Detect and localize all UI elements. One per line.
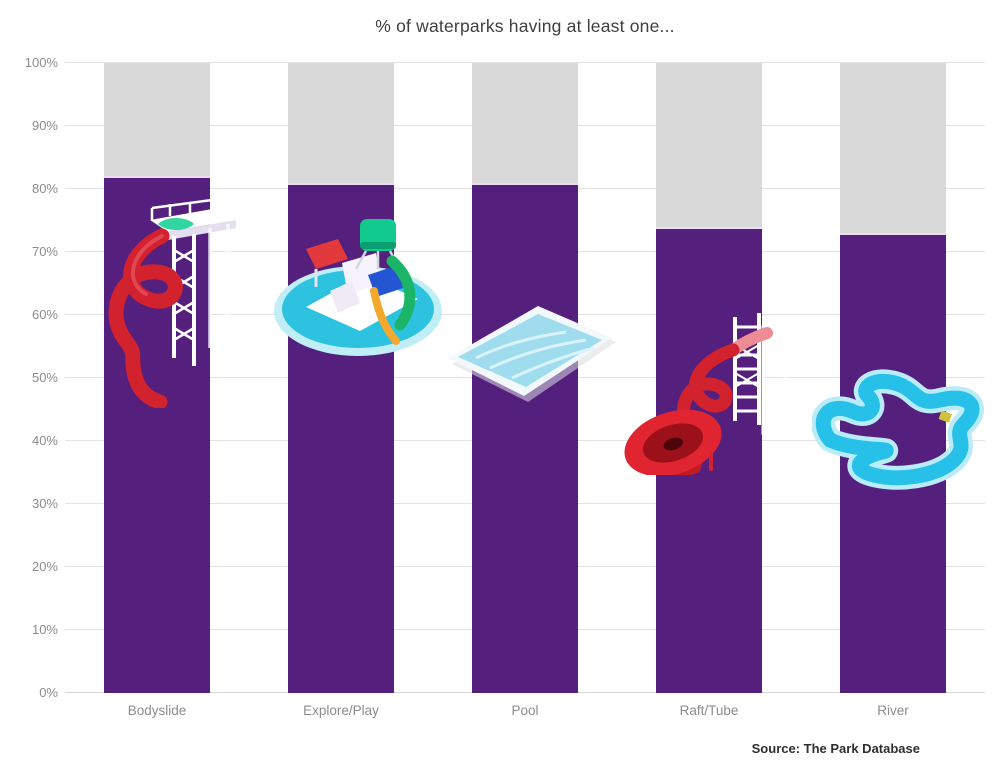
y-tick-label: 90% xyxy=(31,118,58,133)
y-axis: 0% 10% 20% 30% 40% 50% 60% 70% 80% 90% 100% xyxy=(0,55,58,700)
pool-waves xyxy=(475,330,595,380)
bar-column-pool xyxy=(472,63,578,693)
y-tick-label: 50% xyxy=(31,370,58,385)
source-note: Source: The Park Database xyxy=(751,741,920,756)
y-tick-label: 60% xyxy=(31,307,58,322)
rafttube-icon xyxy=(624,313,787,475)
river-channel-water xyxy=(815,373,980,486)
bar-remainder-bodyslide xyxy=(104,63,210,177)
bar-remainder-raft-tube xyxy=(656,63,762,227)
rafttube-tower-back xyxy=(761,325,787,439)
bar-remainder-explore-play xyxy=(288,63,394,183)
bodyslide-platform-edge xyxy=(168,220,236,240)
exploreplay-bucket-band xyxy=(360,242,396,249)
bodyslide-railing xyxy=(150,198,214,220)
x-axis: Bodyslide Explore/Play Pool Raft/Tube River xyxy=(65,703,985,727)
bar-remainder-river xyxy=(840,63,946,234)
bar-column-explore-play xyxy=(288,63,394,693)
y-tick-label: 0% xyxy=(39,685,58,700)
bodyslide-tower-braces xyxy=(173,248,195,342)
exploreplay-canopy xyxy=(306,239,348,269)
y-tick-label: 30% xyxy=(31,496,58,511)
bodyslide-icon xyxy=(108,198,236,408)
rafttube-tower-braces xyxy=(734,344,760,388)
bodyslide-tower-back xyxy=(208,224,230,348)
y-tick-label: 70% xyxy=(31,244,58,259)
x-category-label-river: River xyxy=(877,703,909,718)
bar-fill-pool xyxy=(472,182,578,693)
gridline xyxy=(65,62,985,63)
river-icon xyxy=(812,369,984,490)
exploreplay-yellow-slide xyxy=(370,287,400,345)
y-tick-label: 100% xyxy=(24,55,58,70)
chart-title: % of waterparks having at least one... xyxy=(375,16,675,36)
bodyslide-splash xyxy=(158,218,194,230)
x-category-label-raft-tube: Raft/Tube xyxy=(679,703,739,718)
exploreplay-structure-block-2 xyxy=(330,281,360,313)
pool-icon xyxy=(448,306,616,402)
x-category-label-pool: Pool xyxy=(511,703,539,718)
bodyslide-slide-tube xyxy=(108,228,183,408)
y-tick-label: 20% xyxy=(31,559,58,574)
y-tick-label: 80% xyxy=(31,181,58,196)
x-category-label-bodyslide: Bodyslide xyxy=(127,703,187,718)
bodyslide-slide-highlight xyxy=(130,234,164,296)
river-raft xyxy=(938,410,953,423)
x-category-label-explore-play: Explore/Play xyxy=(303,703,379,718)
exploreplay-icon xyxy=(274,219,442,356)
y-tick-label: 40% xyxy=(31,433,58,448)
bar-remainder-pool xyxy=(472,63,578,183)
exploreplay-green-slide xyxy=(386,255,416,331)
y-tick-label: 10% xyxy=(31,622,58,637)
rafttube-funnel xyxy=(624,409,722,475)
